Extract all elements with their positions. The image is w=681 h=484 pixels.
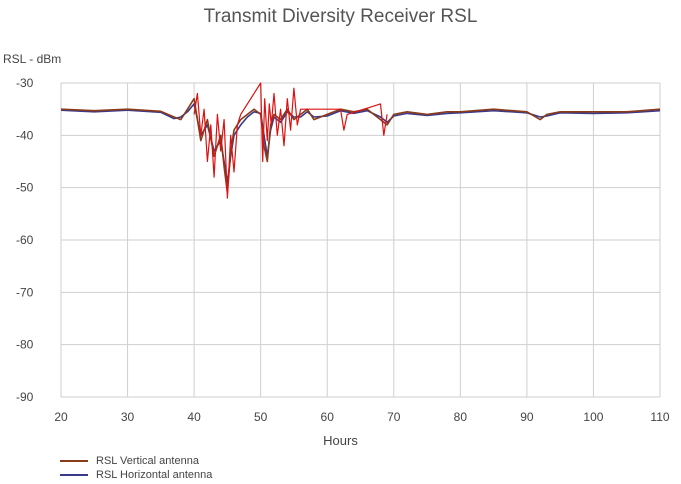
x-tick-label: 80 bbox=[454, 410, 468, 424]
series-lines bbox=[60, 82, 661, 199]
x-tick-labels: 20 30 40 50 60 70 80 90 100 110 bbox=[54, 410, 670, 424]
x-tick-label: 50 bbox=[254, 410, 268, 424]
legend: RSL Vertical antenna RSL Horizontal ante… bbox=[60, 454, 212, 482]
legend-label-horizontal: RSL Horizontal antenna bbox=[96, 469, 213, 481]
y-tick-label: -70 bbox=[16, 285, 34, 299]
x-tick-label: 90 bbox=[520, 410, 534, 424]
legend-swatch-vertical bbox=[60, 460, 88, 462]
chart-title: Transmit Diversity Receiver RSL bbox=[203, 6, 478, 27]
x-tick-label: 20 bbox=[54, 410, 68, 424]
x-tick-label: 60 bbox=[321, 410, 335, 424]
x-tick-label: 30 bbox=[121, 410, 135, 424]
y-tick-label: -50 bbox=[16, 181, 34, 195]
legend-label-vertical: RSL Vertical antenna bbox=[96, 455, 199, 467]
legend-item-vertical: RSL Vertical antenna bbox=[60, 454, 212, 468]
grid bbox=[60, 82, 661, 398]
y-axis-label: RSL - dBm bbox=[3, 52, 62, 66]
y-tick-labels: -30 -40 -50 -60 -70 -80 -90 bbox=[16, 76, 34, 404]
y-tick-label: -40 bbox=[16, 128, 34, 142]
x-axis-label: Hours bbox=[323, 433, 358, 448]
legend-swatch-horizontal bbox=[60, 474, 88, 476]
x-tick-label: 110 bbox=[650, 410, 669, 424]
series-line-0 bbox=[60, 97, 661, 194]
series-line-2 bbox=[193, 82, 388, 199]
legend-item-horizontal: RSL Horizontal antenna bbox=[60, 468, 212, 482]
series-line-1 bbox=[60, 103, 661, 184]
x-tick-label: 40 bbox=[187, 410, 201, 424]
y-tick-label: -90 bbox=[16, 390, 34, 404]
x-tick-label: 70 bbox=[387, 410, 401, 424]
y-tick-label: -30 bbox=[16, 76, 34, 90]
x-tick-label: 100 bbox=[583, 410, 603, 424]
y-tick-label: -60 bbox=[16, 233, 34, 247]
y-tick-label: -80 bbox=[16, 338, 34, 352]
